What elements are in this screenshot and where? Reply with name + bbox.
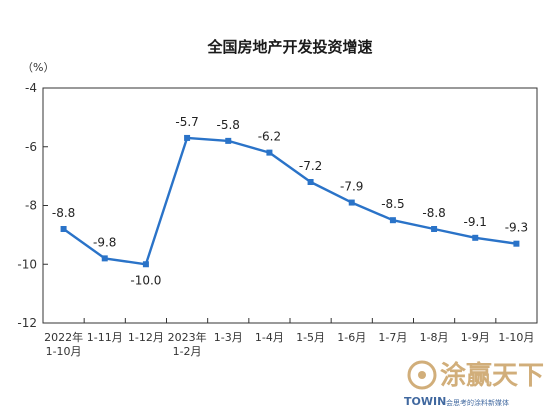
data-point [389,217,396,224]
data-labels: -8.8 -9.8 -10.0 -5.7 -5.8 -6.2 -7.2 -7.9 -8.5 -8.… [52,115,528,287]
data-point [513,240,520,247]
data-label: -10.0 [130,273,161,287]
data-point [60,226,67,232]
x-tick-label: 2023年 [168,330,207,344]
data-point [472,234,479,241]
y-axis-ticks: -4 -6 -8 -10 -12 [17,81,48,330]
data-point [142,261,149,268]
data-label: -8.5 [381,197,404,211]
data-label: -9.8 [93,235,116,249]
watermark-tagline: 会思考的涂料新媒体 [446,398,509,407]
data-label: -8.8 [422,206,445,220]
x-tick-label: 1-5月 [296,331,325,344]
watermark: 涂赢天下 TOWIN 会思考的涂料新媒体 [404,360,544,408]
y-axis-unit: （%） [22,61,54,74]
data-point [225,137,232,144]
data-point [348,199,355,206]
data-point [184,134,191,141]
y-tick-label: -6 [25,140,37,154]
data-label: -5.7 [175,115,198,129]
data-point [431,226,438,232]
data-label: -7.2 [299,159,322,173]
data-label: -6.2 [258,130,281,144]
data-point [307,179,314,185]
x-tick-label: 1-2月 [173,345,202,358]
watermark-brand-en: TOWIN [404,395,446,408]
chart-title: 全国房地产开发投资增速 [206,38,372,56]
watermark-logo-dot [418,371,426,379]
data-label: -5.8 [217,118,240,132]
data-label: -9.3 [505,221,528,235]
y-tick-label: -4 [25,81,37,95]
watermark-logo [407,360,437,390]
data-label: -8.8 [52,206,75,220]
x-tick-label: 1-6月 [337,331,366,344]
plot-frame [42,87,538,324]
x-tick-label: 1-3月 [214,331,243,344]
watermark-brand-cn: 涂赢天下 [440,360,544,391]
x-tick-label: 1-4月 [255,331,284,344]
data-label: -9.1 [464,215,487,229]
x-tick-label: 2022年 [44,330,83,344]
data-point [266,149,273,156]
series-line [62,136,517,266]
data-label: -7.9 [340,180,363,194]
x-tick-label: 1-10月 [498,331,534,344]
data-point [101,255,108,262]
x-tick-label: 1-7月 [378,331,407,344]
data-points [60,134,520,268]
x-tick-label: 1-11月 [87,331,123,344]
x-tick-label: 1-12月 [128,331,164,344]
y-tick-label: -12 [17,316,37,330]
y-tick-label: -8 [25,199,37,213]
x-tick-label: 1-8月 [420,331,449,344]
y-tick-label: -10 [17,257,37,271]
x-tick-label: 1-10月 [46,345,82,358]
x-tick-label: 1-9月 [461,331,490,344]
